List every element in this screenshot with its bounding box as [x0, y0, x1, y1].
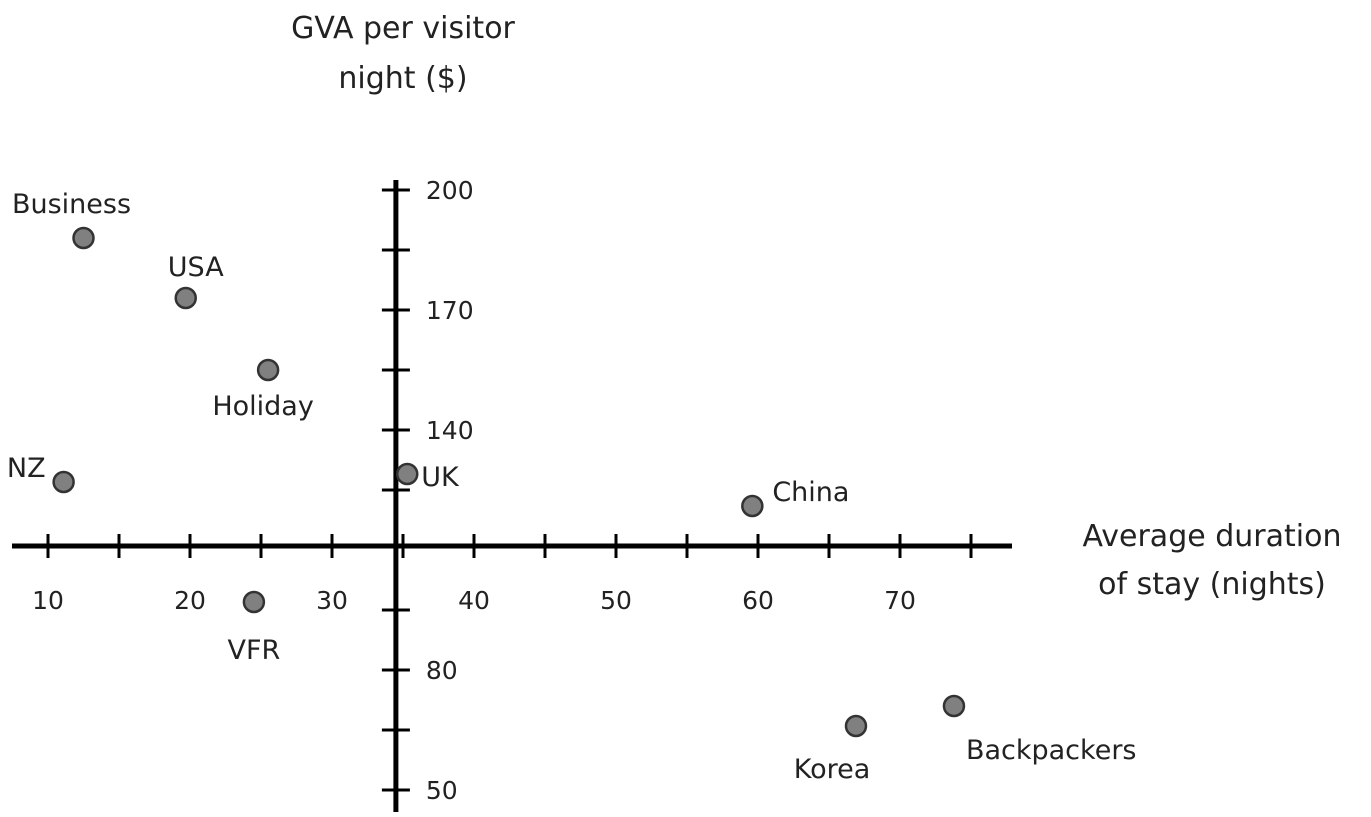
data-point: [942, 694, 966, 718]
axis-titles: GVA per visitor night ($) Average duration…: [291, 11, 1341, 602]
point-label: VFR: [228, 635, 281, 666]
y-tick-label: 200: [426, 176, 474, 205]
axes: [12, 180, 1012, 812]
y-axis-title: GVA per visitor night ($): [291, 11, 515, 96]
x-tick-label: 40: [458, 586, 490, 615]
data-point: [174, 286, 197, 310]
data-point: [741, 494, 764, 518]
point-label: China: [772, 477, 849, 508]
data-point: [396, 462, 419, 486]
data-point: [844, 714, 868, 738]
data-point: [52, 470, 75, 494]
y-tick-label: 80: [426, 656, 458, 685]
data-point: [72, 226, 95, 250]
x-tick-label: 50: [600, 586, 632, 615]
y-tick-label: 170: [426, 296, 474, 325]
point-label: USA: [168, 252, 224, 283]
y-axis-title-line: GVA per visitor: [291, 11, 515, 46]
ticks: 10 20 30 40 50 60 70 200 170 140 80 50: [32, 176, 973, 805]
point-label: NZ: [7, 453, 46, 484]
y-axis-title-line: night ($): [338, 61, 467, 96]
point-label: UK: [421, 462, 460, 493]
x-tick-label: 60: [742, 586, 774, 615]
x-axis-title-line: Average duration: [1083, 519, 1342, 554]
point-label: Korea: [794, 754, 871, 785]
x-tick-label: 20: [174, 586, 206, 615]
data-point: [242, 590, 266, 614]
data-point: [256, 358, 280, 382]
x-axis-title: Average duration of stay (nights): [1083, 519, 1342, 602]
point-label: Business: [12, 189, 131, 220]
y-tick-label: 140: [426, 416, 474, 445]
y-tick-label: 50: [426, 776, 458, 805]
point-label: Backpackers: [966, 735, 1137, 766]
x-axis-title-line: of stay (nights): [1098, 567, 1326, 602]
data-points: Business USA Holiday NZ UK China VFR Korea Backp…: [7, 189, 1137, 785]
x-tick-label: 70: [884, 586, 916, 615]
point-label: Holiday: [212, 391, 314, 422]
x-tick-label: 10: [32, 586, 64, 615]
x-tick-label: 30: [316, 586, 348, 615]
